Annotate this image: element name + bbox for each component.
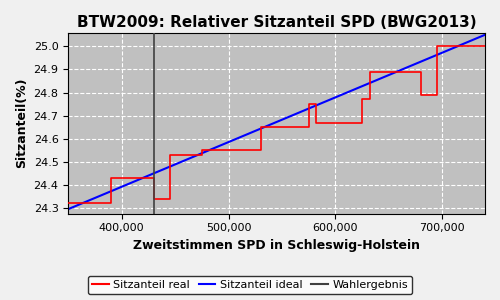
Y-axis label: Sitzanteil(%): Sitzanteil(%) <box>15 78 28 168</box>
Title: BTW2009: Relativer Sitzanteil SPD (BWG2013): BTW2009: Relativer Sitzanteil SPD (BWG20… <box>77 15 476 30</box>
Legend: Sitzanteil real, Sitzanteil ideal, Wahlergebnis: Sitzanteil real, Sitzanteil ideal, Wahle… <box>88 276 412 294</box>
X-axis label: Zweitstimmen SPD in Schleswig-Holstein: Zweitstimmen SPD in Schleswig-Holstein <box>133 239 420 252</box>
